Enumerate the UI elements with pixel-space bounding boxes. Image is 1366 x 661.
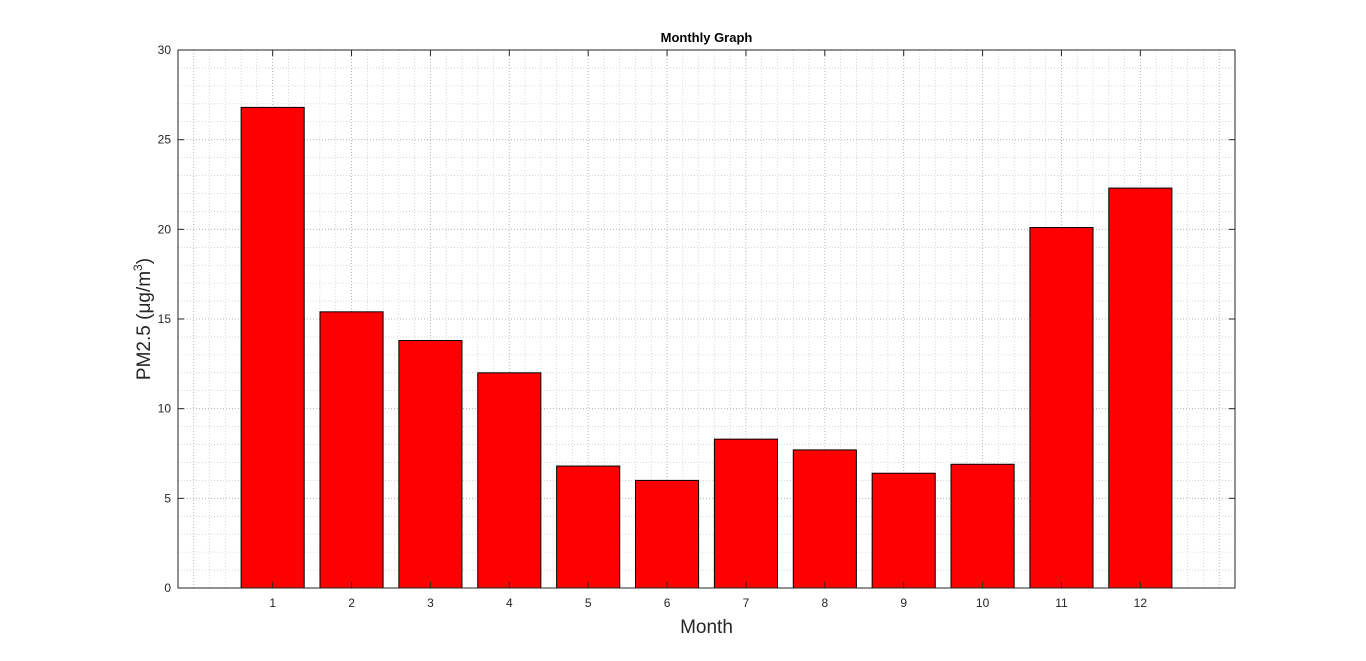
x-tick-label: 1	[269, 596, 276, 610]
x-tick-label: 2	[348, 596, 355, 610]
y-tick-label: 25	[158, 133, 172, 147]
x-tick-label: 12	[1134, 596, 1148, 610]
y-axis-label-main: PM2.5 (μg/m	[134, 271, 155, 380]
x-tick-label: 6	[664, 596, 671, 610]
ticks	[178, 49, 1235, 589]
bar-month-2	[319, 311, 384, 589]
bar-month-12	[1108, 187, 1173, 589]
x-tick-labels: 1 2 3 4 5 6 7 8 9 10 11 12	[269, 596, 1147, 610]
bar-month-1	[240, 106, 305, 589]
x-axis-label: Month	[680, 617, 733, 638]
chart-title: Monthly Graph	[661, 30, 753, 45]
y-tick-labels: 0 5 10 15 20 25 30	[158, 43, 172, 595]
x-tick-label: 7	[743, 596, 750, 610]
bar-month-9	[871, 472, 936, 589]
bars	[240, 106, 1173, 589]
x-tick-label: 8	[821, 596, 828, 610]
x-tick-label: 4	[506, 596, 513, 610]
bar-month-10	[950, 463, 1015, 589]
y-axis-label: PM2.5 (μg/m3)	[131, 258, 155, 380]
y-tick-label: 20	[158, 222, 172, 236]
x-tick-label: 11	[1055, 596, 1068, 610]
y-tick-label: 30	[158, 43, 172, 57]
bar-month-6	[635, 479, 700, 589]
bar-month-4	[477, 372, 542, 589]
y-tick-label: 5	[164, 491, 171, 505]
x-tick-label: 5	[585, 596, 592, 610]
y-axis-label-close: )	[134, 258, 155, 264]
bar-month-7	[713, 438, 778, 589]
x-tick-label: 10	[976, 596, 990, 610]
y-tick-label: 15	[158, 312, 172, 326]
bar-month-11	[1029, 227, 1094, 589]
y-axis-label-superscript: 3	[131, 264, 145, 271]
x-tick-label: 3	[427, 596, 434, 610]
y-tick-label: 0	[164, 581, 171, 595]
bar-month-3	[398, 340, 463, 589]
bar-month-5	[556, 465, 621, 589]
y-tick-label: 10	[158, 402, 172, 416]
bar-month-8	[792, 449, 857, 589]
x-tick-label: 9	[900, 596, 907, 610]
